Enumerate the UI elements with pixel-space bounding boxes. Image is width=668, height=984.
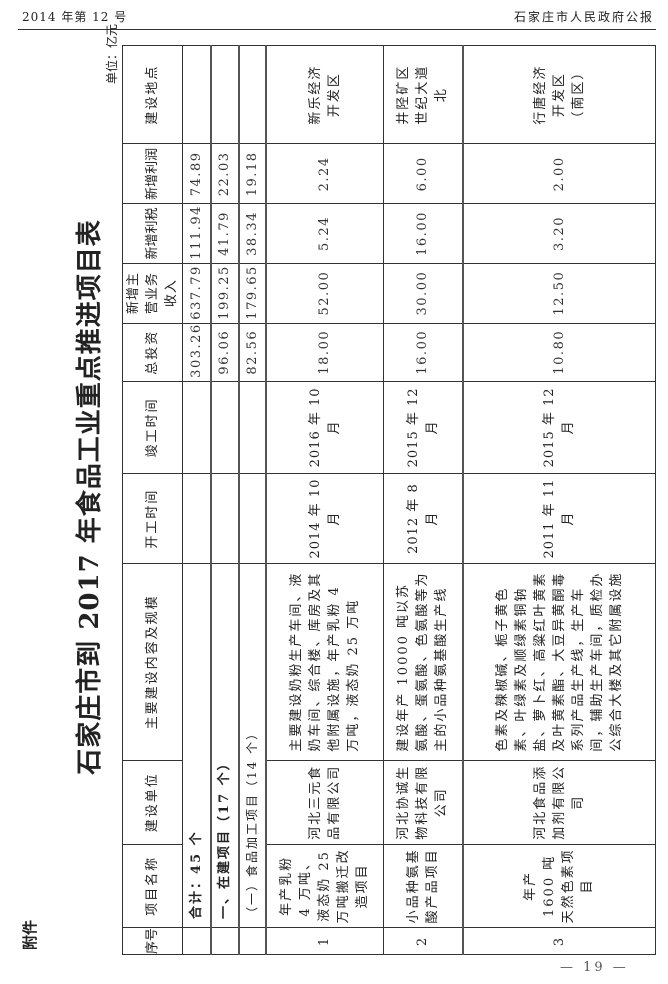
publication-name: 石家庄市人民政府公报 (513, 10, 654, 24)
subsection-tax: 38.34 (238, 203, 266, 264)
row-end: 2015 年 12 月 (383, 381, 463, 474)
row-name: 年产乳粉 4 万吨、液态奶 25 万吨搬迁改造项目 (265, 844, 384, 928)
row-location: 井陉矿区世纪大道北 (383, 45, 463, 144)
total-investment: 303.26 (182, 323, 211, 382)
total-revenue: 637.79 (182, 263, 211, 324)
issue-number: 2014 年第 12 号 (22, 10, 128, 24)
row-profit: 6.00 (383, 143, 463, 204)
col-no: 序号 (122, 927, 183, 955)
col-revenue: 新增主营业务收入 (122, 263, 183, 324)
row-profit: 2.00 (462, 143, 656, 204)
row-no: 3 (462, 927, 656, 955)
row-name: 小品种氨基酸产品项目 (383, 844, 463, 928)
row-profit: 2.24 (265, 143, 384, 204)
col-unit: 建设单位 (122, 760, 183, 845)
row-end: 2015 年 12 月 (462, 381, 656, 474)
section-label: 一、在建项目（17 个） (210, 563, 239, 928)
row-revenue: 12.50 (462, 263, 656, 324)
col-content: 主要建设内容及规模 (122, 563, 183, 761)
total-label: 合计：45 个 (182, 563, 211, 928)
col-investment: 总投资 (122, 323, 183, 382)
page-number: — 19 — (560, 960, 629, 975)
table-row: 3 年产 1600 吨天然色素项目 河北食品添加剂有限公司 色素及辣椒碱、栀子黄… (462, 45, 656, 955)
section-profit: 22.03 (210, 143, 239, 204)
subsection-label: （一）食品加工项目（14 个） (238, 563, 266, 928)
section-tax: 41.79 (210, 203, 239, 264)
row-content: 主要建设奶粉生产车间、液奶车间、综合楼、库房及其他附属设施，年产乳粉 4 万吨，… (265, 563, 384, 761)
col-tax: 新增利税 (122, 203, 183, 264)
row-investment: 18.00 (265, 323, 384, 382)
row-tax: 16.00 (383, 203, 463, 264)
row-name: 年产 1600 吨天然色素项目 (462, 844, 656, 928)
subsection-investment: 82.56 (238, 323, 266, 382)
total-profit: 74.89 (182, 143, 211, 204)
section-investment: 96.06 (210, 323, 239, 382)
col-start: 开工时间 (122, 473, 183, 564)
row-no: 1 (265, 927, 384, 955)
row-no: 2 (383, 927, 463, 955)
row-investment: 10.80 (462, 323, 656, 382)
attachment-label: 附件 (21, 920, 39, 951)
row-start: 2014 年 10 月 (265, 473, 384, 564)
row-unit: 河北协诚生物科技有限公司 (383, 760, 463, 845)
col-location: 建设地点 (122, 45, 183, 144)
row-tax: 5.24 (265, 203, 384, 264)
col-profit: 新增利润 (122, 143, 183, 204)
row-investment: 16.00 (383, 323, 463, 382)
table-row: 1 年产乳粉 4 万吨、液态奶 25 万吨搬迁改造项目 河北三元食品有限公司 主… (265, 45, 384, 955)
project-table: 序号 项目名称 建设单位 主要建设内容及规模 开工时间 竣工时间 总投资 新增主… (122, 45, 656, 955)
section-row: 一、在建项目（17 个） 96.06 199.25 41.79 22.03 (210, 45, 239, 955)
row-content: 色素及辣椒碱、栀子黄色素、叶绿素及顺绿素铜钠盐、萝卜红、高粱红叶黄素及叶黄素酯、… (462, 563, 656, 761)
row-unit: 河北食品添加剂有限公司 (462, 760, 656, 845)
table-row: 2 小品种氨基酸产品项目 河北协诚生物科技有限公司 建设年产 10000 吨以苏… (383, 45, 463, 955)
subsection-profit: 19.18 (238, 143, 266, 204)
col-end: 竣工时间 (122, 381, 183, 474)
header-divider (18, 29, 656, 30)
row-content: 建设年产 10000 吨以苏氨酸、蛋氨酸、色氨酸等为主的小品种氨基酸生产线 (383, 563, 463, 761)
row-revenue: 30.00 (383, 263, 463, 324)
row-tax: 3.20 (462, 203, 656, 264)
row-location: 行唐经济开发区（南区） (462, 45, 656, 144)
section-revenue: 199.25 (210, 263, 239, 324)
subsection-row: （一）食品加工项目（14 个） 82.56 179.65 38.34 19.18 (238, 45, 266, 955)
row-start: 2011 年 11 月 (462, 473, 656, 564)
total-tax: 111.94 (182, 203, 211, 264)
row-start: 2012 年 8 月 (383, 473, 463, 564)
total-row: 合计：45 个 303.26 637.79 111.94 74.89 (182, 45, 211, 955)
subsection-revenue: 179.65 (238, 263, 266, 324)
page-title: 石家庄市到 2017 年食品工业重点推进项目表 (75, 219, 105, 775)
row-revenue: 52.00 (265, 263, 384, 324)
row-location: 新乐经济开发区 (265, 45, 384, 144)
unit-label: 单位：亿元 (105, 24, 119, 85)
row-unit: 河北三元食品有限公司 (265, 760, 384, 845)
col-name: 项目名称 (122, 844, 183, 928)
table-header: 序号 项目名称 建设单位 主要建设内容及规模 开工时间 竣工时间 总投资 新增主… (122, 45, 183, 955)
row-end: 2016 年 10 月 (265, 381, 384, 474)
